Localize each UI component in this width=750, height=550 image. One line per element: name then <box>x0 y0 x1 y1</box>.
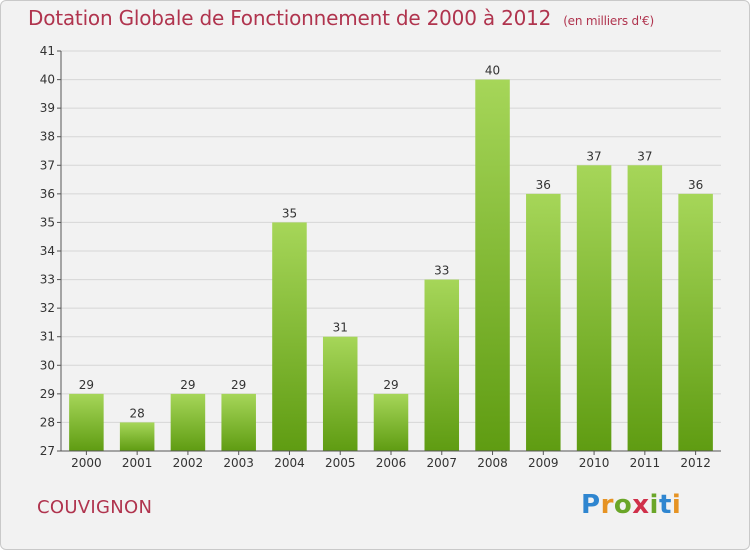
bar-2010 <box>576 165 612 452</box>
value-label: 29 <box>180 378 195 392</box>
value-label: 35 <box>282 206 297 220</box>
y-tick-label: 40 <box>40 73 55 87</box>
bar-2012 <box>678 193 713 451</box>
logo-letter: r <box>600 490 614 520</box>
x-tick-label: 2001 <box>122 456 153 470</box>
value-label: 28 <box>130 406 145 420</box>
logo-letter: o <box>613 490 633 520</box>
value-label: 36 <box>688 178 703 192</box>
y-tick-label: 41 <box>40 44 55 58</box>
y-tick-label: 34 <box>40 244 55 258</box>
bars <box>69 79 713 452</box>
x-tick-label: 2005 <box>325 456 356 470</box>
axes <box>57 50 721 455</box>
value-label: 37 <box>586 149 601 163</box>
y-tick-label: 32 <box>40 301 55 315</box>
value-label: 33 <box>434 264 449 278</box>
x-tick-label: 2002 <box>173 456 204 470</box>
x-tick-label: 2010 <box>579 456 610 470</box>
y-tick-label: 36 <box>40 187 55 201</box>
town-name: COUVIGNON <box>37 497 153 518</box>
value-label: 29 <box>231 378 246 392</box>
y-tick-label: 33 <box>40 273 55 287</box>
value-label: 37 <box>637 149 652 163</box>
labels: 27 28 29 30 31 32 33 34 35 36 37 38 39 40 41 29 2000 28 20… <box>40 44 711 470</box>
bar-2006 <box>373 393 409 451</box>
x-tick-label: 2012 <box>680 456 711 470</box>
x-tick-label: 2009 <box>528 456 559 470</box>
y-tick-label: 39 <box>40 101 55 115</box>
y-tick-label: 37 <box>40 158 55 172</box>
bar-2011 <box>627 165 663 452</box>
value-label: 31 <box>333 321 348 335</box>
value-label: 29 <box>383 378 398 392</box>
value-label: 40 <box>485 64 500 78</box>
proxiti-logo: Proxiti <box>581 490 681 520</box>
y-tick-label: 29 <box>40 387 55 401</box>
y-tick-label: 31 <box>40 330 55 344</box>
bar-2002 <box>170 393 206 451</box>
bar-2008 <box>475 79 510 452</box>
value-label: 36 <box>536 178 551 192</box>
bar-2007 <box>424 279 460 451</box>
bar-2004 <box>272 222 307 451</box>
bar-2009 <box>526 193 561 451</box>
bar-2003 <box>221 393 256 451</box>
value-label: 29 <box>79 378 94 392</box>
x-tick-label: 2007 <box>426 456 457 470</box>
x-tick-label: 2006 <box>376 456 407 470</box>
logo-letter: x <box>632 490 650 520</box>
x-tick-label: 2008 <box>477 456 508 470</box>
bar-2001 <box>119 422 155 451</box>
logo-letter: t <box>658 490 672 520</box>
chart-unit: (en milliers d'€) <box>563 14 654 28</box>
y-tick-label: 28 <box>40 415 55 429</box>
chart-title: Dotation Globale de Fonctionnement de 20… <box>28 6 654 30</box>
logo-letter: i <box>649 490 659 520</box>
x-tick-label: 2011 <box>630 456 661 470</box>
y-tick-label: 27 <box>40 444 55 458</box>
y-tick-label: 30 <box>40 358 55 372</box>
x-tick-label: 2004 <box>274 456 305 470</box>
x-tick-label: 2003 <box>223 456 254 470</box>
logo-letter: P <box>581 490 601 520</box>
bar-2000 <box>69 393 104 451</box>
x-tick-label: 2000 <box>71 456 102 470</box>
chart-title-text: Dotation Globale de Fonctionnement de 20… <box>28 6 552 30</box>
logo-letter: i <box>671 490 682 520</box>
bar-2005 <box>322 336 358 451</box>
y-tick-label: 35 <box>40 215 55 229</box>
y-tick-label: 38 <box>40 130 55 144</box>
